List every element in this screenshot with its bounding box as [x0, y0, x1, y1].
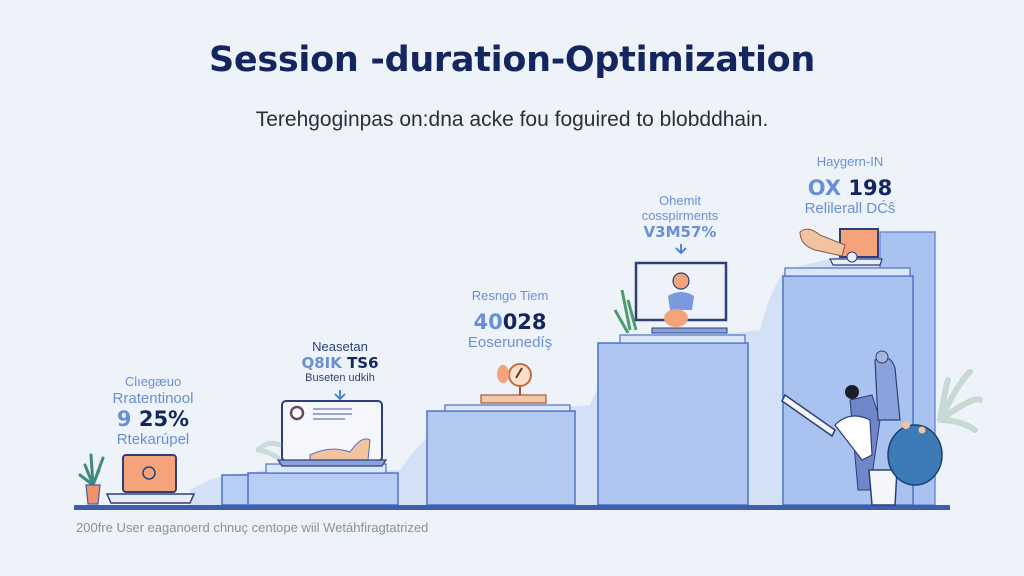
step-3-footer: Eoserunedíş: [467, 334, 553, 352]
step-1-subcaption: Rratentinool: [112, 389, 194, 407]
step-1-footer: Rtekarúpel: [116, 431, 190, 449]
step-4-label: Ohemit cosspirments V3M57%: [625, 193, 735, 241]
step-4-value: V3M57%: [643, 222, 717, 241]
step-3-label: Resngo Tiem 40028 Eoserunedíş: [450, 288, 570, 352]
plant-icon: [78, 453, 105, 505]
step-2-label: Neasetan Q8IK TS6 Buseten udkih: [280, 339, 400, 385]
laptop-with-hands-icon: [799, 228, 883, 266]
step-1-value: 9 25%: [116, 407, 190, 432]
people-illustration: [781, 350, 943, 506]
step-5-label: Haygern-IN OX 198 Relilerall DĆŝ: [790, 154, 910, 218]
decorative-plant-icon: [937, 369, 983, 433]
step-1-caption: Clıegæuo: [124, 374, 182, 389]
footer-caption: 200fre User eaganoerd chnuç centope wiil…: [76, 520, 429, 535]
step-2-caption: Neasetan: [312, 339, 368, 354]
step-5-footer: Relilerall DĆŝ: [804, 200, 896, 218]
step-2-block: [247, 472, 399, 506]
page-subtitle: Terehgoginpas on:dna acke fou foguired t…: [255, 108, 769, 131]
step-1-label: Clıegæuo Rratentinool 9 25% Rtekarúpel: [98, 374, 208, 449]
laptop-icon: [105, 454, 196, 504]
decorative-plant-left-icon: [255, 440, 283, 461]
step-3-value: 40028: [473, 309, 547, 334]
baseline: [74, 505, 950, 510]
step-5-caption: Haygern-IN: [816, 154, 884, 169]
step-3-block: [426, 410, 576, 506]
gauge-icon: [480, 363, 547, 404]
step-5-value: OX 198: [807, 175, 893, 200]
step-2-value: Q8IK TS6: [301, 353, 379, 372]
step-3-caption: Resngo Tiem: [471, 288, 549, 303]
monitor-with-person-icon: [613, 244, 728, 334]
step-blocks: [221, 275, 914, 506]
laptop-with-person-icon: [276, 390, 388, 467]
step-2-footer: Buseten udkih: [305, 372, 375, 385]
step-4-subcaption: cosspirments: [641, 207, 719, 223]
step-4-caption: Ohemit: [659, 193, 701, 208]
page-title: Session -duration-Optimization: [208, 40, 816, 80]
step-4-block: [597, 342, 749, 506]
